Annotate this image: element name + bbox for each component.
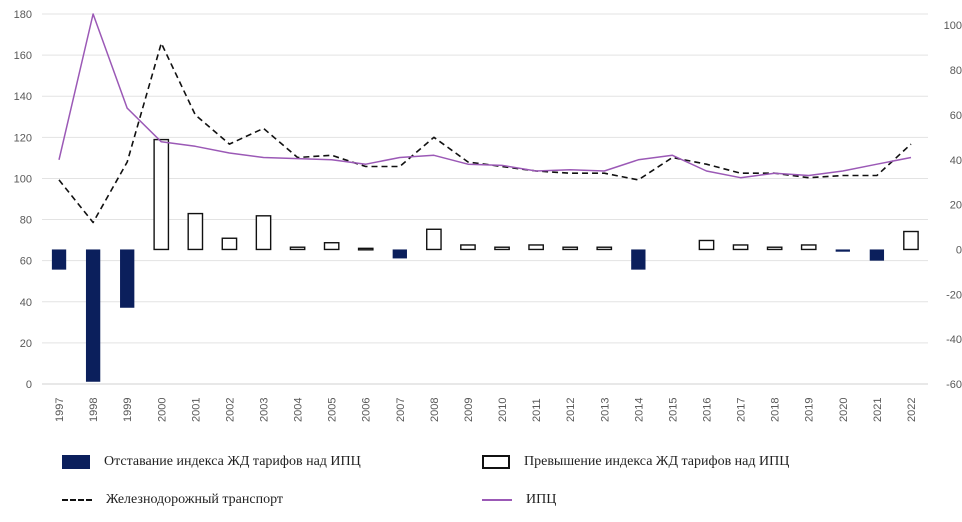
- legend-swatch-lag: [62, 455, 90, 469]
- x-tick-label: 1997: [54, 398, 66, 422]
- excess-bar: [732, 244, 749, 251]
- x-tick-label: 2007: [395, 398, 407, 422]
- legend-item-cpi: ИПЦ: [482, 492, 556, 508]
- excess-bar: [357, 247, 374, 251]
- right-tick-label: 0: [956, 244, 962, 256]
- excess-bar: [698, 239, 715, 251]
- excess-bar: [596, 246, 613, 251]
- x-tick-label: 2021: [872, 398, 884, 422]
- legend-label-lag: Отставание индекса ЖД тарифов над ИПЦ: [104, 454, 361, 469]
- excess-bar: [460, 244, 476, 251]
- excess-bar: [221, 237, 238, 251]
- excess-bar: [426, 228, 442, 251]
- x-tick-label: 2013: [599, 398, 611, 422]
- chart: 0 20 40 60 80 100 120 140 160 180 -60 -40 -20 0 20 40 60…: [14, 9, 962, 422]
- left-tick-label: 180: [14, 9, 32, 21]
- right-tick-label: 60: [950, 110, 962, 122]
- excess-bar: [903, 230, 919, 251]
- x-tick-label: 2010: [497, 398, 509, 422]
- cpi-line: [58, 13, 912, 179]
- x-tick-label: 2014: [633, 398, 645, 422]
- excess-bar: [800, 244, 817, 251]
- left-tick-label: 0: [26, 379, 32, 391]
- excess-bar: [494, 246, 510, 251]
- x-tick-label: 2016: [702, 398, 714, 422]
- right-tick-label: -20: [946, 289, 962, 301]
- legend-label-excess: Превышение индекса ЖД тарифов над ИПЦ: [524, 454, 790, 469]
- excess-bar: [562, 246, 579, 251]
- left-tick-label: 20: [20, 338, 32, 350]
- right-tick-label: 40: [950, 155, 962, 167]
- legend-item-lag: Отставание индекса ЖД тарифов над ИПЦ: [62, 454, 361, 470]
- right-tick-label: -60: [946, 379, 962, 391]
- x-tick-label: 2017: [736, 398, 748, 422]
- x-tick-label: 2003: [259, 398, 271, 422]
- x-tick-label: 2002: [224, 398, 236, 422]
- x-tick-label: 2005: [327, 398, 339, 422]
- left-tick-label: 100: [14, 173, 32, 185]
- lag-bar: [835, 249, 850, 252]
- x-tick-label: 1999: [122, 398, 134, 422]
- left-tick-label: 60: [20, 256, 32, 268]
- x-tick-label: 2022: [906, 398, 918, 422]
- x-tick-label: 2012: [565, 398, 577, 422]
- x-tick-label: 2020: [838, 398, 850, 422]
- x-tick-label: 2008: [429, 398, 441, 422]
- x-tick-label: 2015: [667, 398, 679, 422]
- legend-item-excess: Превышение индекса ЖД тарифов над ИПЦ: [482, 454, 789, 470]
- legend-label-rail: Железнодорожный транспорт: [106, 492, 284, 507]
- lag-bar: [869, 249, 885, 261]
- lag-bar: [120, 249, 135, 308]
- left-tick-label: 80: [20, 215, 32, 227]
- x-tick-label: 2019: [804, 398, 816, 422]
- x-tick-label: 2004: [293, 398, 305, 422]
- legend-label-cpi: ИПЦ: [526, 492, 557, 507]
- x-tick-label: 1998: [88, 398, 100, 422]
- right-tick-label: 80: [950, 65, 962, 77]
- x-tick-label: 2000: [156, 398, 168, 422]
- right-tick-label: 100: [944, 20, 962, 32]
- x-tick-label: 2018: [770, 398, 782, 422]
- x-tick-label: 2001: [190, 398, 202, 422]
- legend-item-rail: Железнодорожный транспорт: [62, 492, 283, 508]
- excess-bar: [187, 212, 204, 251]
- left-tick-label: 160: [14, 50, 32, 62]
- legend-swatch-rail: [62, 499, 92, 501]
- excess-bar: [528, 244, 544, 251]
- excess-bar: [766, 246, 783, 251]
- legend-swatch-excess: [482, 455, 510, 469]
- left-tick-label: 120: [14, 132, 32, 144]
- excess-bar: [323, 242, 340, 251]
- lag-bar: [631, 249, 646, 270]
- right-tick-label: 20: [950, 200, 962, 212]
- x-tick-label: 2006: [361, 398, 373, 422]
- lag-bar: [392, 249, 407, 259]
- lag-bar: [51, 249, 67, 270]
- excess-bar: [153, 138, 170, 251]
- left-tick-label: 140: [14, 91, 32, 103]
- excess-bar: [289, 246, 306, 251]
- x-tick-label: 2009: [463, 398, 475, 422]
- lag-bar: [85, 249, 101, 382]
- excess-bar: [255, 215, 272, 251]
- legend-swatch-cpi: [482, 499, 512, 501]
- x-tick-label: 2011: [531, 398, 543, 422]
- rail-transport-line: [58, 42, 912, 224]
- right-tick-label: -40: [946, 334, 962, 346]
- left-tick-label: 40: [20, 297, 32, 309]
